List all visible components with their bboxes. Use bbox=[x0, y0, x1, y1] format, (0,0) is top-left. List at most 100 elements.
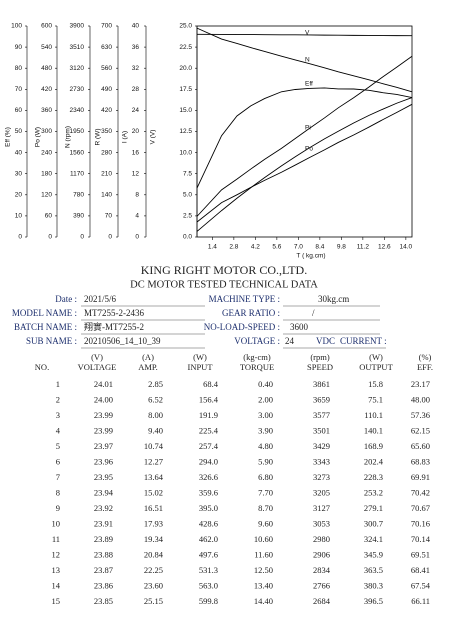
curve bbox=[196, 55, 413, 217]
table-cell: 69.51 bbox=[411, 549, 430, 559]
y-tick-label: 80 bbox=[15, 65, 23, 72]
field-label: NO-LOAD-SPEED : bbox=[204, 322, 280, 332]
table-cell: 9 bbox=[56, 503, 60, 513]
x-tick-label: 5.6 bbox=[272, 244, 281, 251]
table-cell: 380.3 bbox=[364, 580, 383, 590]
y-tick-label: 350 bbox=[101, 128, 112, 135]
field-label: Date : bbox=[55, 294, 77, 304]
y-tick-label: 12 bbox=[132, 170, 140, 177]
curve bbox=[196, 97, 413, 232]
y-tick-label: 17.5 bbox=[179, 86, 192, 93]
table-cell: 3.00 bbox=[258, 410, 273, 420]
table-cell: 257.4 bbox=[199, 441, 219, 451]
table-cell: 19.34 bbox=[144, 534, 164, 544]
y-tick-label: 120 bbox=[41, 192, 52, 199]
table-cell: 23.17 bbox=[411, 379, 430, 389]
y-axis-title: Eff (%) bbox=[5, 127, 12, 147]
y-tick-label: 3900 bbox=[70, 23, 85, 30]
column-header: EFF. bbox=[417, 362, 433, 372]
y-tick-label: 0 bbox=[135, 234, 139, 241]
table-cell: 23.99 bbox=[94, 425, 113, 435]
table-cell: 4.80 bbox=[258, 441, 273, 451]
y-axis-title: R (W) bbox=[95, 129, 102, 146]
table-cell: 23.89 bbox=[94, 534, 113, 544]
curve bbox=[196, 27, 413, 93]
table-cell: 2.85 bbox=[148, 379, 163, 389]
table-cell: 13.64 bbox=[144, 472, 164, 482]
table-cell: 23.95 bbox=[94, 472, 113, 482]
x-tick-label: 12.6 bbox=[378, 244, 391, 251]
table-cell: 359.6 bbox=[199, 487, 218, 497]
y-axis-title: N (rpm) bbox=[65, 126, 72, 148]
y-tick-label: 28 bbox=[132, 86, 140, 93]
table-cell: 3.90 bbox=[258, 425, 273, 435]
y-tick-label: 15.0 bbox=[179, 107, 192, 114]
curve-label: V bbox=[305, 30, 310, 37]
field-value: 24 bbox=[285, 336, 295, 346]
y-tick-label: 4 bbox=[135, 213, 139, 220]
y-tick-label: 100 bbox=[11, 23, 22, 30]
y-tick-label: 600 bbox=[41, 23, 52, 30]
column-header: AMP. bbox=[138, 362, 158, 372]
column-header: INPUT bbox=[187, 362, 213, 372]
table-cell: 25.15 bbox=[144, 596, 163, 606]
table-cell: 65.60 bbox=[411, 441, 430, 451]
field-unit: VDC bbox=[316, 336, 335, 346]
curve bbox=[196, 33, 413, 37]
table-cell: 23.85 bbox=[94, 596, 113, 606]
table-cell: 17.93 bbox=[144, 518, 163, 528]
y-tick-label: 630 bbox=[101, 44, 112, 51]
table-cell: 2.00 bbox=[258, 394, 273, 404]
field-label: CURRENT : bbox=[340, 336, 387, 346]
y-tick-label: 70 bbox=[15, 86, 23, 93]
x-tick-label: 1.4 bbox=[208, 244, 217, 251]
table-cell: 395.0 bbox=[199, 503, 218, 513]
table-cell: 10.74 bbox=[144, 441, 164, 451]
table-cell: 68.41 bbox=[411, 565, 430, 575]
table-cell: 10 bbox=[52, 518, 61, 528]
table-cell: 70.67 bbox=[411, 503, 430, 513]
table-cell: 16.51 bbox=[144, 503, 163, 513]
table-cell: 9.40 bbox=[148, 425, 163, 435]
y-tick-label: 40 bbox=[15, 149, 23, 156]
table-cell: 326.6 bbox=[199, 472, 218, 482]
y-tick-label: 360 bbox=[41, 107, 52, 114]
column-header: OUTPUT bbox=[359, 362, 393, 372]
table-cell: 202.4 bbox=[364, 456, 384, 466]
y-tick-label: 20 bbox=[132, 128, 140, 135]
table-cell: 48.00 bbox=[411, 394, 430, 404]
table-cell: 24.00 bbox=[94, 394, 113, 404]
x-tick-label: 7.0 bbox=[294, 244, 303, 251]
column-header: VOLTAGE bbox=[78, 362, 117, 372]
table-cell: 70.14 bbox=[411, 534, 431, 544]
table-cell: 66.11 bbox=[411, 596, 430, 606]
x-tick-label: 9.8 bbox=[337, 244, 346, 251]
table-cell: 3127 bbox=[313, 503, 330, 513]
y-tick-label: 280 bbox=[101, 149, 112, 156]
table-cell: 7 bbox=[56, 472, 60, 482]
field-value: 20210506_14_10_39 bbox=[84, 336, 161, 346]
y-tick-label: 780 bbox=[73, 192, 84, 199]
y-tick-label: 32 bbox=[132, 65, 140, 72]
table-cell: 12.27 bbox=[144, 456, 163, 466]
table-cell: 324.1 bbox=[364, 534, 383, 544]
table-cell: 3273 bbox=[313, 472, 330, 482]
column-header: NO. bbox=[35, 362, 49, 372]
field-label: SUB NAME : bbox=[26, 336, 77, 346]
y-tick-label: 70 bbox=[105, 213, 113, 220]
field-value: 3600 bbox=[290, 322, 309, 332]
y-tick-label: 2340 bbox=[70, 107, 85, 114]
table-cell: 23.91 bbox=[94, 518, 113, 528]
y-tick-label: 12.5 bbox=[179, 128, 192, 135]
y-tick-label: 540 bbox=[41, 44, 52, 51]
field-label: MODEL NAME : bbox=[12, 308, 77, 318]
y-tick-label: 10.0 bbox=[179, 149, 192, 156]
y-tick-label: 140 bbox=[101, 192, 112, 199]
y-tick-label: 240 bbox=[41, 149, 52, 156]
table-cell: 6.80 bbox=[258, 472, 273, 482]
field-value: MT7255-2-2436 bbox=[84, 308, 144, 318]
table-cell: 5 bbox=[56, 441, 60, 451]
table-cell: 10.60 bbox=[254, 534, 273, 544]
y-axis-title: Po (W) bbox=[35, 127, 42, 147]
